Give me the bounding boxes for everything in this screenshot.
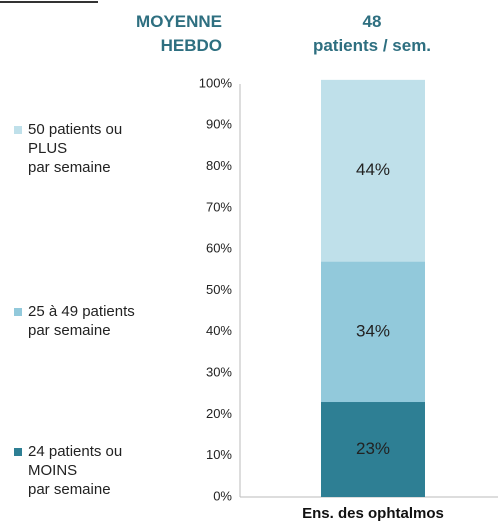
x-tick-label: Ens. des ophtalmos — [302, 505, 444, 522]
data-label: 44% — [356, 160, 390, 179]
bar-segment — [321, 402, 425, 497]
header-left: MOYENNE HEBDO — [136, 12, 222, 55]
legend-swatch — [14, 125, 22, 134]
y-tick-label: 70% — [206, 199, 232, 214]
legend-swatch — [14, 307, 22, 316]
y-tick-label: 40% — [206, 323, 232, 338]
y-tick-label: 50% — [206, 282, 232, 297]
legend-item: 25 à 49 patients par semaine — [14, 302, 135, 340]
y-tick-label: 20% — [206, 406, 232, 421]
bar-segment — [321, 261, 425, 403]
bar-segment — [321, 79, 425, 262]
y-tick-label: 0% — [213, 488, 232, 503]
y-tick-label: 10% — [206, 447, 232, 462]
y-tick-label: 80% — [206, 158, 232, 173]
legend-item: 50 patients ou PLUS par semaine — [14, 120, 122, 177]
y-tick-label: 60% — [206, 241, 232, 256]
data-label: 23% — [356, 439, 390, 458]
y-tick-label: 90% — [206, 117, 232, 132]
header-unit: patients / sem. — [312, 36, 432, 55]
data-label: 34% — [356, 321, 390, 340]
legend-label: 50 patients ou PLUS par semaine — [28, 120, 123, 176]
legend-label: 25 à 49 patients par semaine — [28, 302, 135, 339]
y-tick-label: 100% — [199, 75, 233, 90]
legend-item: 24 patients ou MOINS par semaine — [14, 442, 122, 499]
header-value: 48 — [362, 12, 382, 31]
legend-swatch — [14, 448, 22, 456]
legend-label: 24 patients ou MOINS par semaine — [28, 443, 123, 498]
y-tick-label: 30% — [206, 365, 232, 380]
